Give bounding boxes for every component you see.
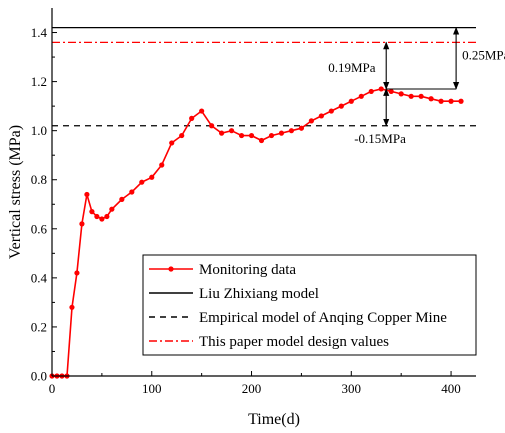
y-tick-label-6: 1.2 (31, 74, 47, 89)
legend-label-2: Empirical model of Anqing Copper Mine (199, 310, 447, 326)
y-tick-label-5: 1.0 (31, 123, 47, 138)
data-point-0-30 (288, 128, 295, 134)
data-point-0-32 (308, 118, 314, 124)
data-point-0-10 (99, 216, 105, 222)
data-point-0-16 (149, 174, 155, 180)
y-tick-label-7: 1.4 (31, 25, 48, 40)
data-point-0-33 (318, 113, 324, 119)
data-point-0-40 (388, 88, 394, 95)
data-point-0-12 (109, 206, 115, 212)
data-point-0-42 (408, 93, 414, 99)
legend-label-3: This paper model design values (199, 334, 389, 350)
data-point-0-25 (238, 132, 245, 139)
data-point-0-27 (258, 137, 265, 144)
y-tick-label-1: 0.2 (31, 319, 47, 334)
data-point-0-11 (104, 213, 110, 220)
data-point-0-20 (189, 115, 195, 121)
y-tick-label-3: 0.6 (31, 221, 48, 236)
axes: 0 100 200 300 400 0.0 0.2 0.4 0.6 0.8 1.0 1.2 1.4 Tim… (7, 8, 476, 428)
data-point-0-44 (428, 96, 434, 102)
data-point-0-8 (89, 209, 95, 215)
data-point-0-17 (159, 162, 165, 168)
data-point-0-18 (169, 140, 175, 146)
data-point-0-6 (79, 221, 85, 227)
data-point-0-29 (278, 130, 285, 136)
data-point-0-28 (268, 132, 275, 139)
data-point-0-19 (179, 132, 185, 139)
data-point-0-23 (219, 130, 225, 136)
data-point-0-38 (368, 88, 374, 95)
data-point-0-14 (129, 189, 135, 195)
x-tick-label-4: 400 (441, 381, 461, 396)
legend-label-1: Liu Zhixiang model (199, 286, 319, 302)
x-tick-label-2: 200 (242, 381, 262, 396)
data-point-0-21 (199, 108, 205, 114)
data-point-0-37 (358, 93, 364, 99)
data-point-0-41 (398, 91, 404, 97)
data-point-0-9 (94, 213, 100, 220)
data-point-0-13 (119, 196, 125, 202)
data-point-0-46 (448, 98, 454, 104)
data-point-0-15 (139, 179, 145, 185)
legend: Monitoring data Liu Zhixiang model Empiric… (142, 254, 477, 356)
data-point-0-39 (378, 86, 384, 92)
x-axis-label: Time(d) (248, 411, 300, 428)
data-point-0-24 (228, 128, 235, 134)
data-point-0-43 (418, 93, 424, 99)
y-tick-label-2: 0.4 (31, 270, 48, 285)
y-tick-label-4: 0.8 (31, 172, 47, 187)
legend-marker-0 (168, 266, 174, 272)
data-point-0-36 (348, 98, 354, 104)
data-point-0-35 (338, 103, 344, 109)
y-tick-label-0: 0.0 (31, 369, 47, 384)
data-point-0-34 (328, 108, 334, 114)
plot-lines (49, 26, 476, 379)
data-point-0-5 (74, 270, 80, 276)
data-point-0-7 (84, 191, 90, 198)
x-tick-label-3: 300 (342, 381, 362, 396)
annotation-0-25-label: 0.25MPa (462, 48, 505, 63)
data-point-0-47 (458, 98, 464, 104)
annotation-minus-0-15-label: -0.15MPa (354, 131, 406, 146)
y-axis-label: Vertical stress (MPa) (7, 125, 24, 259)
data-point-0-4 (69, 304, 75, 310)
x-tick-label-0: 0 (49, 381, 56, 396)
data-point-0-31 (298, 125, 305, 131)
data-point-0-26 (248, 132, 255, 139)
annotation-0-19-label: 0.19MPa (328, 60, 376, 75)
legend-label-0: Monitoring data (199, 262, 296, 278)
data-point-0-45 (438, 98, 444, 104)
annotations: 0.19MPa 0.25MPa -0.15MPa (328, 26, 505, 146)
data-point-0-22 (209, 123, 215, 129)
x-tick-label-1: 100 (142, 381, 162, 396)
legend-box (142, 254, 477, 356)
